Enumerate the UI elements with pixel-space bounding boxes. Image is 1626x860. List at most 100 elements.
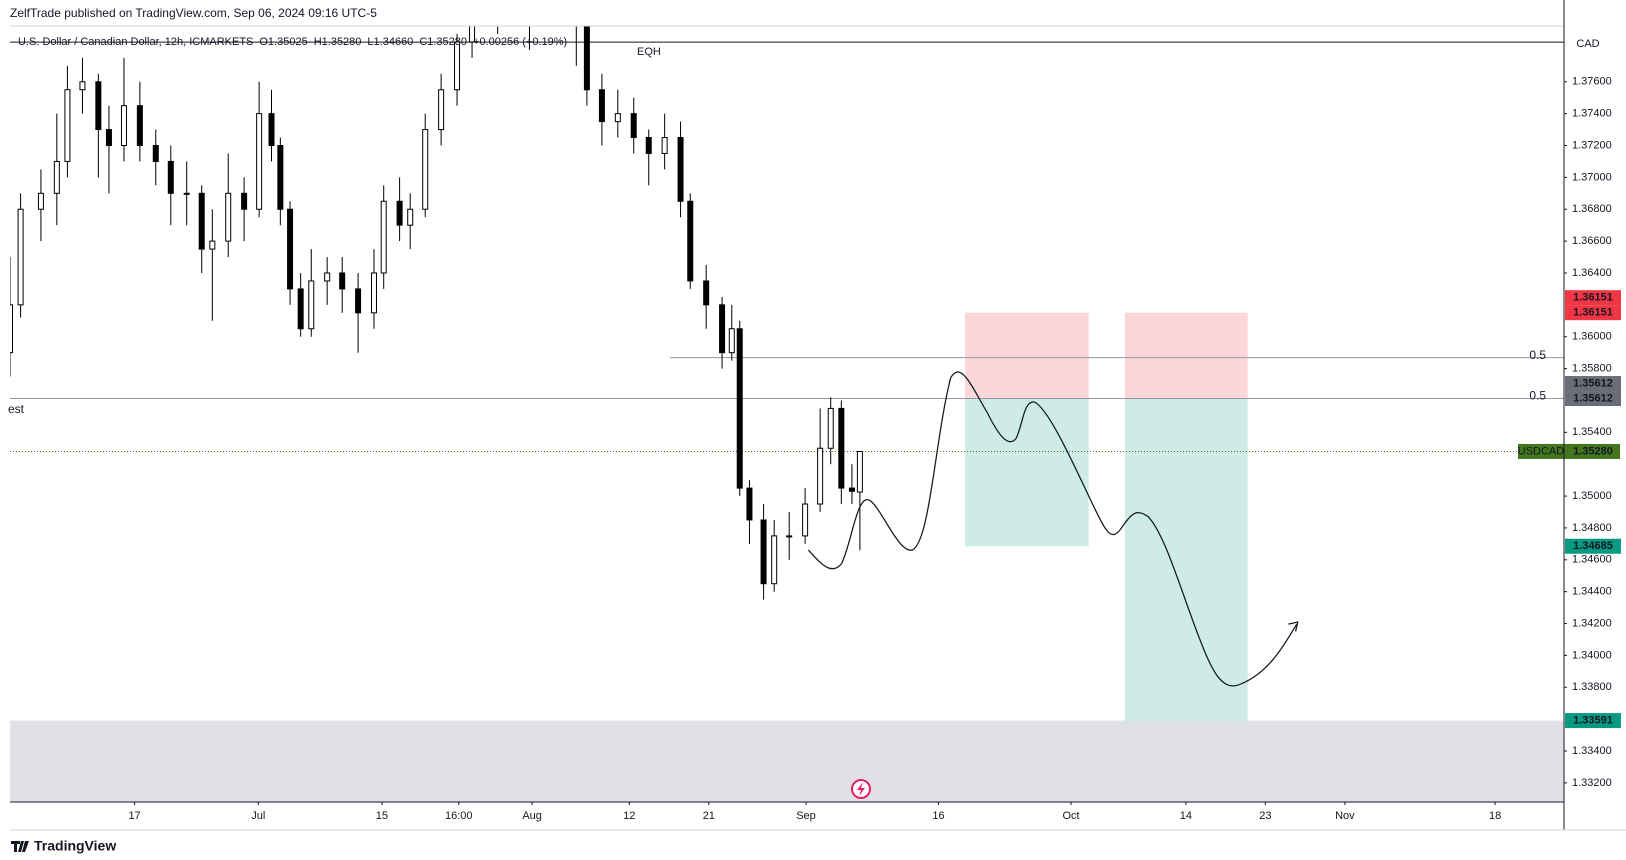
candle-body (277, 145, 284, 210)
candle-body (454, 41, 461, 91)
candle-body (630, 113, 637, 139)
x-tick-label: 18 (1489, 810, 1501, 822)
last-price-label: 1.35280 (1573, 445, 1613, 457)
x-tick-label: Aug (522, 810, 542, 822)
stop-zone (965, 312, 1089, 399)
event-icon[interactable] (851, 779, 871, 799)
x-tick-label: 23 (1259, 810, 1271, 822)
x-tick-label: 21 (703, 810, 715, 822)
candle-body (225, 192, 232, 242)
price-badge-label: 1.34685 (1573, 540, 1613, 552)
legend: U.S. Dollar / Canadian Dollar, 12h, ICMA… (18, 36, 567, 48)
x-tick-label: 16 (932, 810, 944, 822)
candle-body (760, 519, 767, 585)
candle-body (64, 89, 71, 162)
brand: TradingView (34, 838, 116, 854)
candle-body (645, 137, 652, 154)
y-tick-label: 1.36400 (1572, 267, 1612, 279)
candle-body (703, 280, 710, 306)
candle-body (120, 105, 127, 147)
y-tick-label: 1.34200 (1572, 617, 1612, 629)
brand-logo (11, 841, 29, 852)
candle-body (241, 192, 248, 210)
x-tick-label: 17 (128, 810, 140, 822)
symbol-title: U.S. Dollar / Canadian Dollar, 12h, ICMA… (18, 36, 253, 48)
legend-open: O1.35025 (259, 36, 307, 48)
y-tick-label: 1.35000 (1572, 490, 1612, 502)
candle-body (802, 503, 809, 537)
drawing (807, 371, 1299, 687)
candle-body (370, 272, 377, 314)
candle-body (105, 129, 112, 147)
overlay: 0.5 0.5 EQH est 1.37600 1.37400 1.37200 1.37000… (8, 46, 1621, 822)
price-badge (1565, 713, 1621, 729)
candle-body (598, 89, 605, 123)
price-badge (1565, 290, 1621, 306)
candle-body (827, 407, 834, 449)
y-tick-label: 1.37000 (1572, 171, 1612, 183)
candle-body (728, 328, 735, 354)
shade-zone (10, 720, 1564, 802)
candle-body (380, 200, 387, 274)
x-tick-label: 16:00 (445, 810, 473, 822)
candle-body (297, 288, 304, 330)
candle-body (614, 113, 621, 123)
price-badge (1565, 538, 1621, 554)
candle-body (687, 200, 694, 282)
legend-low: L1.34660 (367, 36, 413, 48)
last-price-symbol: USDCAD (1518, 445, 1565, 457)
candle-body (856, 450, 863, 493)
price-badge-label: 1.35612 (1573, 377, 1613, 389)
y-tick-label: 1.34800 (1572, 522, 1612, 534)
candle-body (469, 26, 476, 43)
footer: TradingView (11, 838, 116, 854)
y-tick-label: 1.33800 (1572, 681, 1612, 693)
publisher: ZelfTrade published on TradingView.com, … (10, 6, 377, 20)
candle-body (308, 280, 315, 330)
candle-body (324, 272, 331, 282)
candle-body (268, 113, 275, 147)
y-tick-label: 1.35800 (1572, 362, 1612, 374)
price-badge-label: 1.35612 (1573, 392, 1613, 404)
candle-body (53, 160, 60, 194)
y-tick-label: 1.36000 (1572, 331, 1612, 343)
price-badge (1565, 376, 1621, 392)
candle-body (183, 192, 190, 195)
candle-body (339, 272, 346, 290)
event-bolt[interactable] (857, 782, 865, 796)
candle-body (209, 240, 216, 250)
y-tick-label: 1.37400 (1572, 108, 1612, 120)
candle-body (661, 137, 668, 154)
candle-body (438, 89, 445, 131)
last-price-badge (1518, 443, 1620, 459)
candle-body (287, 208, 294, 290)
legend-change: +0.00256 (+0.19%) (473, 36, 567, 48)
projection-curve (807, 371, 1298, 687)
target-zone (1124, 398, 1248, 721)
candle-body (17, 208, 24, 306)
plot-area (10, 26, 1564, 802)
candle-body (167, 160, 174, 194)
legend-high: H1.35280 (314, 36, 362, 48)
legend-text: U.S. Dollar / Canadian Dollar, 12h, ICMA… (18, 36, 567, 48)
y-tick-label: 1.36600 (1572, 235, 1612, 247)
price-badge-label: 1.36151 (1573, 292, 1613, 304)
candle-body (10, 304, 13, 354)
x-tick-label: Nov (1335, 810, 1355, 822)
price-badge-label: 1.33591 (1573, 714, 1613, 726)
y-tick-label: 1.37600 (1572, 76, 1612, 88)
x-tick-label: 15 (376, 810, 388, 822)
candle-body (838, 407, 845, 489)
candle-body (771, 535, 778, 585)
x-tick-label: Sep (796, 810, 816, 822)
candle-body (786, 535, 793, 538)
candle-body (746, 487, 753, 521)
y-tick-label: 1.34000 (1572, 649, 1612, 661)
annotation: EQH (637, 46, 661, 58)
arrow-head (1288, 621, 1299, 632)
x-tick-label: Jul (251, 810, 265, 822)
candle-body (677, 137, 684, 202)
candle-body (422, 129, 429, 210)
candle-body (256, 113, 263, 210)
